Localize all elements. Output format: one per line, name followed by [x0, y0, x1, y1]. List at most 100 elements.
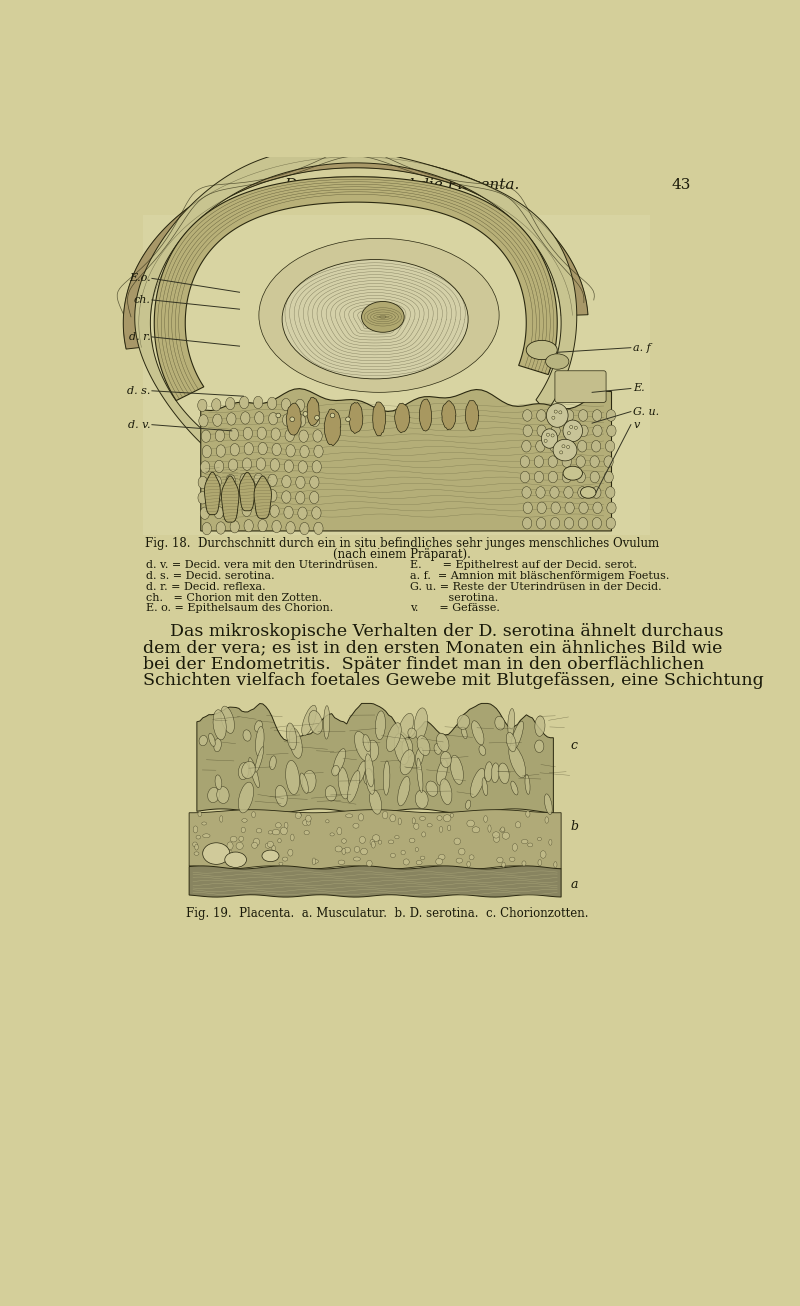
Ellipse shape	[394, 836, 399, 838]
Polygon shape	[189, 866, 561, 897]
Ellipse shape	[549, 840, 552, 845]
Ellipse shape	[500, 828, 505, 832]
Ellipse shape	[238, 763, 249, 780]
Ellipse shape	[440, 778, 452, 804]
Ellipse shape	[300, 522, 309, 534]
Ellipse shape	[522, 840, 528, 844]
Polygon shape	[205, 473, 220, 515]
Ellipse shape	[559, 411, 562, 414]
Ellipse shape	[198, 400, 207, 411]
Ellipse shape	[354, 857, 360, 861]
Ellipse shape	[491, 763, 499, 782]
Ellipse shape	[526, 341, 558, 359]
Ellipse shape	[441, 751, 451, 768]
Ellipse shape	[469, 855, 474, 859]
Ellipse shape	[268, 474, 277, 486]
Ellipse shape	[578, 440, 587, 452]
Ellipse shape	[239, 836, 243, 841]
Ellipse shape	[269, 413, 278, 424]
Ellipse shape	[312, 859, 318, 863]
Ellipse shape	[443, 815, 451, 821]
Ellipse shape	[201, 461, 210, 473]
Ellipse shape	[604, 471, 614, 483]
Text: v.      = Gefässe.: v. = Gefässe.	[410, 603, 500, 614]
Ellipse shape	[559, 451, 562, 454]
Ellipse shape	[536, 440, 545, 452]
Ellipse shape	[302, 705, 317, 735]
Ellipse shape	[434, 743, 442, 755]
Ellipse shape	[370, 840, 374, 845]
Ellipse shape	[240, 473, 250, 486]
Ellipse shape	[522, 410, 532, 422]
Ellipse shape	[437, 760, 447, 785]
Ellipse shape	[502, 832, 510, 840]
Ellipse shape	[403, 859, 410, 865]
Ellipse shape	[402, 738, 413, 757]
Ellipse shape	[295, 812, 302, 819]
Ellipse shape	[590, 471, 599, 483]
Polygon shape	[349, 402, 363, 434]
Ellipse shape	[511, 781, 518, 795]
Ellipse shape	[553, 439, 577, 461]
Ellipse shape	[298, 507, 307, 520]
Ellipse shape	[212, 475, 222, 488]
Ellipse shape	[256, 828, 262, 833]
Ellipse shape	[244, 520, 254, 532]
Ellipse shape	[417, 735, 430, 755]
Ellipse shape	[502, 862, 506, 867]
Ellipse shape	[270, 756, 276, 769]
Ellipse shape	[450, 755, 463, 785]
Polygon shape	[307, 397, 319, 426]
Ellipse shape	[576, 456, 586, 468]
Ellipse shape	[466, 801, 470, 810]
Ellipse shape	[285, 430, 294, 441]
Ellipse shape	[366, 741, 378, 761]
Ellipse shape	[198, 415, 208, 427]
Ellipse shape	[272, 829, 280, 835]
Ellipse shape	[313, 430, 322, 443]
Ellipse shape	[494, 836, 499, 842]
Ellipse shape	[354, 846, 360, 853]
Ellipse shape	[226, 853, 233, 858]
Ellipse shape	[220, 816, 222, 823]
Ellipse shape	[241, 827, 246, 833]
Ellipse shape	[398, 713, 414, 742]
Ellipse shape	[362, 302, 404, 332]
Ellipse shape	[361, 849, 367, 854]
Ellipse shape	[593, 410, 602, 422]
Ellipse shape	[275, 785, 287, 807]
Ellipse shape	[306, 820, 310, 825]
Ellipse shape	[203, 849, 207, 854]
Ellipse shape	[523, 502, 533, 513]
Ellipse shape	[252, 811, 255, 818]
Ellipse shape	[498, 763, 510, 784]
Ellipse shape	[590, 456, 599, 468]
Ellipse shape	[310, 491, 319, 504]
Ellipse shape	[342, 838, 346, 844]
Ellipse shape	[522, 440, 531, 452]
Ellipse shape	[257, 427, 266, 439]
Ellipse shape	[439, 827, 442, 832]
Ellipse shape	[286, 521, 295, 534]
Ellipse shape	[314, 522, 323, 534]
Ellipse shape	[268, 490, 277, 502]
Ellipse shape	[282, 260, 468, 379]
Ellipse shape	[386, 722, 402, 752]
Ellipse shape	[576, 471, 586, 483]
Ellipse shape	[226, 474, 235, 487]
Ellipse shape	[366, 768, 375, 794]
Ellipse shape	[593, 502, 602, 513]
FancyBboxPatch shape	[186, 700, 565, 904]
Ellipse shape	[606, 517, 615, 529]
Ellipse shape	[457, 714, 470, 730]
Ellipse shape	[312, 507, 321, 518]
Ellipse shape	[314, 415, 319, 421]
Ellipse shape	[410, 838, 415, 842]
Ellipse shape	[546, 354, 569, 370]
Ellipse shape	[338, 767, 349, 799]
Ellipse shape	[544, 439, 547, 443]
Polygon shape	[123, 157, 588, 349]
Ellipse shape	[242, 504, 251, 516]
Ellipse shape	[564, 517, 574, 529]
Text: E. o. = Epithelsaum des Chorion.: E. o. = Epithelsaum des Chorion.	[146, 603, 334, 614]
